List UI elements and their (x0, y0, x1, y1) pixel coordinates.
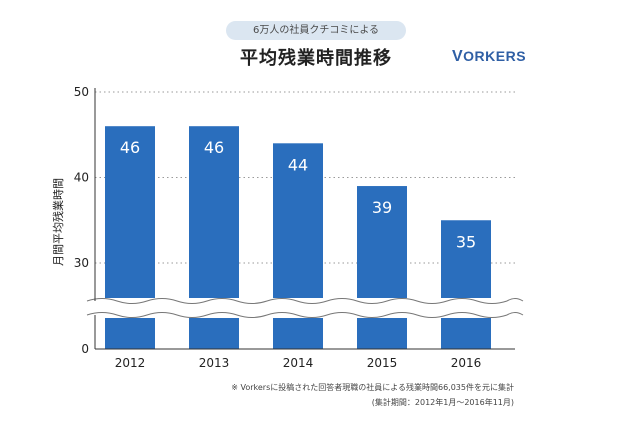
vorkers-logo: VORKERS (452, 48, 526, 66)
bar-value-label-2015: 39 (372, 198, 392, 217)
axis-break-gap (87, 298, 523, 318)
y-tick-label-50: 50 (74, 85, 89, 99)
x-tick-label-2016: 2016 (451, 356, 482, 370)
y-tick-label-30: 30 (74, 256, 89, 270)
bar-2015 (357, 186, 407, 349)
bar-value-label-2016: 35 (456, 232, 476, 251)
logo-rest: ORKERS (463, 48, 527, 64)
bar-value-label-2012: 46 (120, 138, 140, 157)
axis-break-wave-top (86, 298, 524, 304)
x-tick-label-2015: 2015 (367, 356, 398, 370)
x-tick-label-2014: 2014 (283, 356, 314, 370)
y-axis-label: 月間平均残業時間 (51, 178, 65, 266)
footnote-period: (集計期間：2012年1月〜2016年11月) (371, 398, 514, 407)
chart-title: 平均残業時間推移 (240, 48, 392, 69)
logo-initial: V (452, 48, 464, 65)
footnote-source: ※ Vorkersに投稿された回答者現職の社員による残業時間66,035件を元に… (231, 383, 514, 392)
bar-value-label-2013: 46 (204, 138, 224, 157)
y-tick-label-40: 40 (74, 171, 89, 185)
bar-2016 (441, 220, 491, 349)
bar-value-label-2014: 44 (288, 155, 308, 174)
x-tick-label-2012: 2012 (115, 356, 146, 370)
axis-break-wave-bottom (86, 312, 524, 318)
x-tick-label-2013: 2013 (199, 356, 230, 370)
y-tick-label-0: 0 (81, 342, 89, 356)
source-badge: 6万人の社員クチコミによる (226, 21, 406, 40)
